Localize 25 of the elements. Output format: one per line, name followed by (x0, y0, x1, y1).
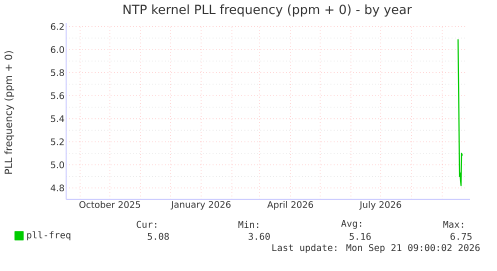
text: 5.16 (350, 232, 371, 240)
text: Avg: (341, 220, 362, 229)
text: Min: (238, 220, 258, 228)
y-tick-label: 5.0 (50, 161, 64, 168)
y-tick-label: 4.8 (50, 184, 64, 192)
text: Max: (443, 220, 464, 228)
chart-title: NTP kernel PLL frequency (ppm + 0) - by year (124, 4, 412, 16)
text: 5.08 (148, 232, 169, 240)
line-series (457, 38, 464, 186)
x-tick-label: July 2026 (359, 200, 402, 210)
x-tick-label: January 2026 (170, 200, 231, 210)
text: 6.75 (450, 232, 472, 240)
y-tick-label: 6.2 (50, 22, 64, 30)
y-tick-label: 6.0 (50, 46, 64, 53)
text: Last update: Mon Sep 21 09:00:02 2026 (272, 244, 480, 253)
legend-label: pll-freq (27, 231, 70, 240)
y-tick-label: 5.2 (50, 138, 64, 146)
y-tick-label: 5.6 (50, 92, 64, 99)
y-tick-label: 5.4 (50, 115, 64, 122)
x-tick-label: October 2025 (79, 200, 140, 208)
y-tick-label: 5.8 (50, 69, 64, 76)
text: 3.60 (248, 232, 270, 240)
y-axis-title: PLL frequency (ppm + 0) (4, 50, 14, 174)
text: Cur: (136, 220, 156, 228)
x-tick-label: April 2026 (267, 200, 314, 210)
